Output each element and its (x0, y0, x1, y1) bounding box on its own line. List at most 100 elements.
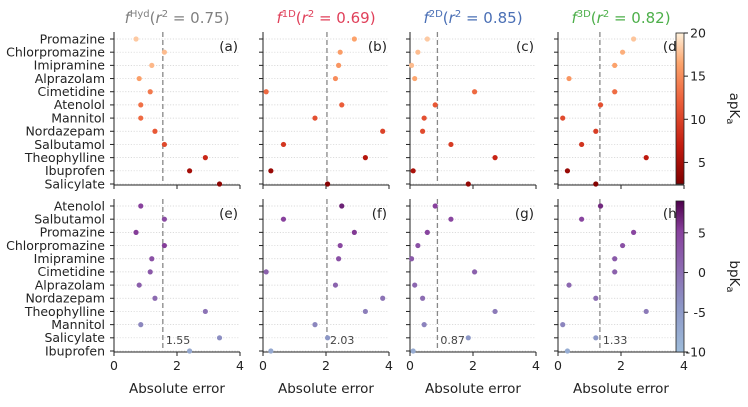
data-point (351, 36, 357, 42)
panel-letter: (e) (219, 206, 238, 222)
data-point (362, 155, 368, 161)
y-tick-label: Chlorpromazine (6, 44, 105, 59)
panel-c: (c) (406, 32, 537, 189)
colorbar-apka: 5 10 15 20 apKa (675, 26, 742, 185)
data-point (351, 229, 357, 235)
data-point (597, 203, 604, 209)
x-tick-label: 2 (173, 358, 181, 373)
y-tick-label: Imipramine (34, 58, 106, 73)
y-tick-label: Salbutamol (34, 137, 105, 152)
panel-a: (a) (110, 32, 241, 189)
data-point (280, 141, 287, 148)
data-point (362, 308, 368, 315)
colorbar-tick-label: -10 (686, 345, 706, 360)
x-tick-label: 4 (236, 358, 244, 373)
x-tick-label: 0 (406, 358, 414, 373)
mean-error-label: 0.87 (440, 334, 465, 347)
data-point (564, 348, 571, 354)
panel-title: fHyd(r2 = 0.75) (125, 9, 230, 27)
panel-letter: (g) (515, 206, 534, 222)
panel-f: 0 2 4 2.03 (f) (259, 199, 393, 373)
x-tick-label: 2 (469, 358, 477, 373)
data-point (339, 203, 345, 209)
data-point (336, 62, 342, 68)
data-point (263, 269, 269, 275)
y-tick-label: Salbutamol (34, 211, 105, 226)
data-point (138, 102, 144, 108)
data-point (492, 155, 498, 161)
data-point (593, 335, 599, 341)
colorbar-tick-label: 15 (690, 69, 706, 84)
data-point (415, 242, 421, 249)
data-point (380, 295, 386, 301)
data-point (133, 229, 139, 235)
x-axis-label: Absolute error (573, 381, 669, 397)
data-point (202, 308, 208, 315)
x-axis-label: Absolute error (278, 381, 374, 397)
mean-error-label: 1.33 (603, 334, 628, 347)
panel-letter: (b) (368, 39, 387, 55)
colorbar-tick-label: 5 (698, 225, 706, 240)
colorbar-tick-label: 5 (698, 155, 706, 170)
panel-title: f1D(r2 = 0.69) (276, 9, 375, 27)
data-point (324, 335, 331, 341)
y-tick-label: Nordazepam (25, 124, 105, 139)
colorbar-tick-label: 10 (690, 112, 706, 127)
data-point (136, 282, 142, 288)
data-point (408, 62, 415, 68)
data-point (420, 128, 426, 134)
panel-g: 0 2 4 0.87 (g) (406, 199, 540, 373)
data-point (560, 115, 566, 121)
data-point (421, 115, 427, 121)
data-point (337, 242, 343, 249)
x-tick-label: 4 (532, 358, 540, 373)
colorbar-label: apKa (724, 93, 742, 125)
data-point (133, 36, 139, 42)
data-point (412, 75, 418, 82)
x-tick-label: 4 (680, 358, 688, 373)
panel-title: f3D(r2 = 0.82) (571, 9, 670, 27)
data-point (566, 75, 572, 82)
x-tick-label: 2 (617, 358, 625, 373)
y-tick-label: Alprazolam (35, 71, 105, 86)
data-point (619, 242, 626, 249)
data-point (161, 141, 167, 148)
panel-b: (b) (259, 32, 390, 189)
y-tick-label: Cimetidine (38, 84, 106, 99)
colorbar-gradient (675, 200, 685, 353)
data-point (161, 49, 167, 55)
y-tick-label: Theophylline (24, 150, 105, 165)
data-point (612, 62, 618, 68)
y-tick-label: Salicylate (44, 330, 105, 345)
data-point (332, 75, 339, 82)
x-tick-label: 4 (385, 358, 393, 373)
data-point (268, 168, 274, 174)
data-point (593, 128, 599, 134)
data-point (643, 155, 649, 161)
data-point (161, 216, 167, 222)
data-point (597, 102, 604, 108)
panel-e: 0 2 4 1.55 (e) (110, 199, 244, 373)
data-point (424, 36, 430, 42)
y-tick-label: Mannitol (51, 317, 105, 332)
y-tick-label: Alprazolam (35, 277, 105, 292)
data-point (432, 203, 438, 209)
data-point (424, 229, 430, 235)
x-axis-label: Absolute error (425, 381, 521, 397)
data-point (408, 256, 415, 262)
data-point (138, 322, 144, 328)
colorbar-tick-label: 20 (690, 26, 706, 41)
data-point (152, 128, 158, 134)
data-point (560, 322, 566, 328)
x-tick-label: 0 (554, 358, 562, 373)
data-point (339, 102, 345, 108)
mean-error-label: 1.55 (166, 334, 191, 347)
data-point (280, 216, 287, 222)
data-point (421, 322, 427, 328)
colorbar-gradient (675, 32, 685, 185)
y-tick-label: Atenolol (54, 97, 105, 112)
data-point (643, 308, 649, 315)
data-point (415, 49, 421, 55)
x-axis-label: Absolute error (129, 381, 225, 397)
